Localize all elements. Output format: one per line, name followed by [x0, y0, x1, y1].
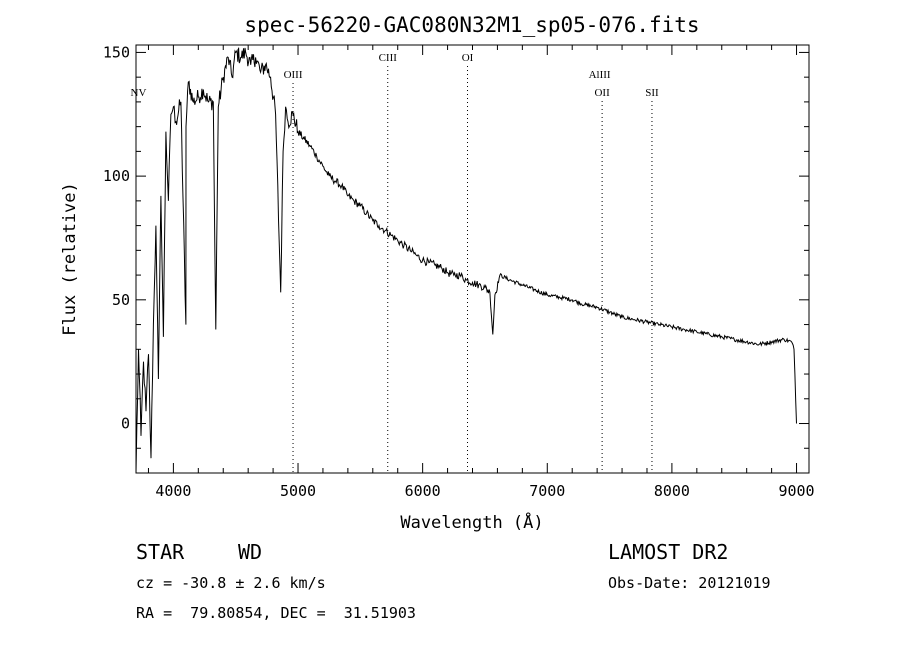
line-label: OII [594, 87, 610, 99]
x-axis-label: Wavelength (Å) [400, 511, 543, 533]
coordinates-readout: RA = 79.80854, DEC = 31.51903 [136, 604, 416, 622]
x-tick-label: 8000 [654, 482, 690, 500]
spectrum-line [135, 47, 797, 474]
y-axis-label: Flux (relative) [60, 182, 80, 336]
x-tick-label: 6000 [405, 482, 441, 500]
y-tick-label: 150 [103, 43, 130, 61]
y-tick-label: 50 [112, 291, 130, 309]
line-label: SII [645, 87, 659, 99]
line-label: OIII [284, 69, 303, 81]
chart-title: spec-56220-GAC080N32M1_sp05-076.fits [244, 13, 699, 37]
line-label: NV [131, 87, 147, 99]
x-tick-label: 7000 [529, 482, 565, 500]
velocity-readout: cz = -30.8 ± 2.6 km/s [136, 574, 326, 592]
y-tick-label: 0 [121, 415, 130, 433]
x-tick-label: 9000 [778, 482, 814, 500]
line-label: CIII [379, 52, 398, 64]
x-tick-label: 5000 [280, 482, 316, 500]
object-subclass: WD [238, 540, 263, 564]
y-axis: 0 50 100 150 [103, 43, 809, 449]
object-class: STAR [136, 540, 185, 564]
x-axis: 4000 5000 6000 7000 8000 9000 [147, 45, 815, 500]
obs-date: Obs-Date: 20121019 [608, 574, 771, 592]
survey-name: LAMOST DR2 [608, 540, 729, 564]
line-label: OI [462, 52, 474, 64]
line-label: AlIII [589, 69, 611, 81]
spectrum-series [135, 47, 797, 474]
spectral-line-markers: NV OIII CIII OI AlIII OII SII [131, 52, 659, 473]
y-tick-label: 100 [103, 167, 130, 185]
plot-frame [135, 44, 810, 474]
x-tick-label: 4000 [155, 482, 191, 500]
